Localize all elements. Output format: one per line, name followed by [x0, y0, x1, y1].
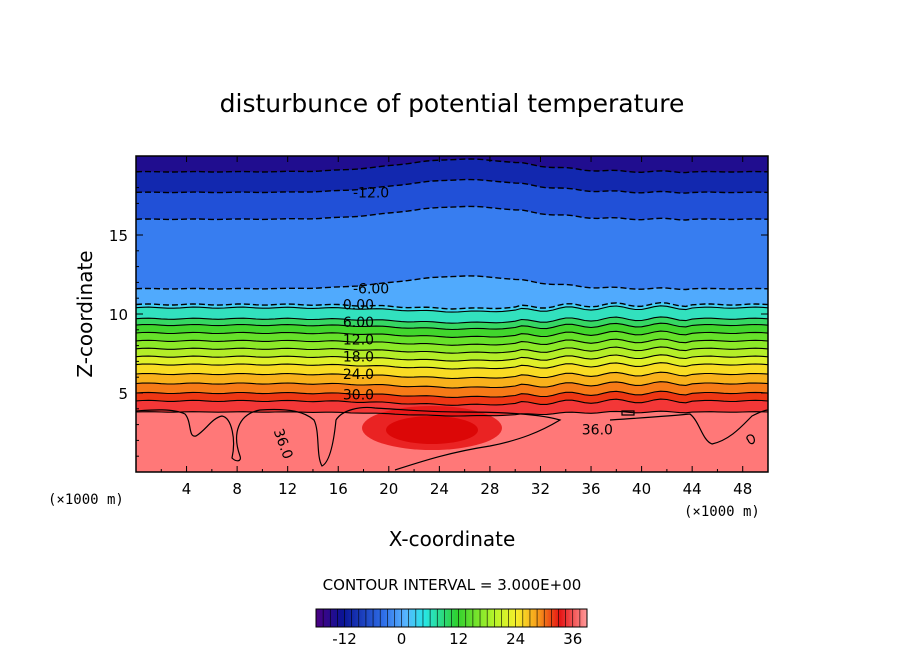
- contour-33: [136, 398, 768, 406]
- x-tick-label: 32: [531, 480, 550, 498]
- contour-24: [136, 371, 768, 380]
- contour-label: 30.0: [343, 388, 374, 404]
- x-tick-label: 36: [581, 480, 600, 498]
- x-tick-label: 20: [379, 480, 398, 498]
- x-tick-label: 28: [480, 480, 499, 498]
- x-unit-right: (×1000 m): [684, 504, 760, 520]
- colorbar-dividers: [315, 609, 588, 627]
- x-tick-label: 8: [232, 480, 242, 498]
- contour--6: [136, 275, 768, 291]
- contour-21: [136, 362, 768, 370]
- y-tick-label: 5: [118, 385, 128, 403]
- contour-label: 12.0: [343, 332, 374, 348]
- contour-9: [136, 330, 768, 338]
- contour-18: [136, 354, 768, 362]
- colorbar-tick-label: 36: [563, 630, 582, 648]
- contour-label: 6.00: [343, 315, 374, 331]
- contour-12: [136, 338, 768, 346]
- x-tick-label: 40: [632, 480, 651, 498]
- contour--3: [136, 301, 768, 310]
- y-tick-label: 15: [109, 227, 128, 245]
- contour-30: [136, 390, 768, 398]
- colorbar-frame: [315, 608, 588, 628]
- x-tick-label: 16: [329, 480, 348, 498]
- contour-label: 0.00: [343, 298, 374, 314]
- x-tick-label: 48: [733, 480, 752, 498]
- y-tick-label: 10: [109, 306, 128, 324]
- contour-label: 24.0: [343, 367, 374, 383]
- contour-36: [136, 410, 768, 417]
- warm-core-inner: [386, 416, 478, 444]
- colorbar-ticks: -12 0 12 24 36: [332, 630, 582, 648]
- contour-27: [136, 381, 768, 389]
- contour-lines: [136, 158, 768, 417]
- colorbar-tick-label: -12: [332, 630, 357, 648]
- contour-36-islet: [621, 410, 635, 416]
- contour-36-surface-right: [609, 409, 768, 445]
- contour-label: 18.0: [343, 350, 374, 366]
- contour--15: [136, 158, 768, 174]
- x-unit-left: (×1000 m): [48, 492, 124, 508]
- contour-label: -6.00: [353, 282, 389, 298]
- contour-36-surface: [136, 406, 562, 471]
- contour--9: [136, 205, 768, 221]
- x-tick-label: 24: [430, 480, 449, 498]
- contour-3: [136, 316, 768, 324]
- colorbar-tick-label: 0: [397, 630, 407, 648]
- surface-warm-blobs: [362, 406, 502, 450]
- contour-0: [136, 305, 768, 313]
- contour-15: [136, 346, 768, 354]
- contour-interval-text: CONTOUR INTERVAL = 3.000E+00: [323, 576, 582, 594]
- x-tick-label: 12: [278, 480, 297, 498]
- x-tick-label: 4: [182, 480, 192, 498]
- colorbar: -12 0 12 24 36: [315, 608, 588, 648]
- contour-36-island: [746, 434, 755, 445]
- x-tick-label: 44: [683, 480, 702, 498]
- colorbar-tick-label: 24: [506, 630, 525, 648]
- colorbar-tick-label: 12: [449, 630, 468, 648]
- contour-label: -12.0: [353, 185, 389, 201]
- x-axis-label: X-coordinate: [389, 527, 516, 551]
- surface-contours: [136, 406, 768, 471]
- y-axis-label: Z-coordinate: [73, 250, 97, 377]
- contour-label: 36.0: [582, 422, 613, 438]
- contour-6: [136, 322, 768, 331]
- chart-title: disturbunce of potential temperature: [220, 89, 685, 118]
- contour--12: [136, 178, 768, 194]
